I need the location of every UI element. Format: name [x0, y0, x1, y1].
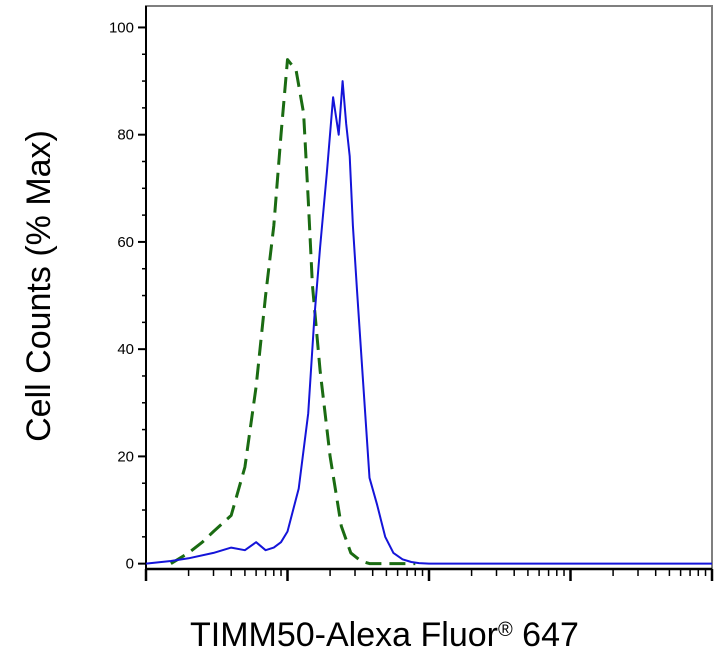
ticks-layer: 0 20 40 60 80 100 — [109, 19, 714, 581]
axes-layer — [145, 5, 713, 571]
y-tick-label: 20 — [117, 448, 134, 465]
series-line-dashed — [170, 58, 416, 566]
y-axis-label: Cell Counts (% Max) — [20, 130, 58, 442]
x-axis-label-main: TIMM50-Alexa Fluor — [190, 616, 498, 654]
y-tick-label: 100 — [109, 19, 134, 36]
x-axis-label-registered: ® — [498, 619, 513, 641]
y-tick-label: 0 — [126, 556, 134, 573]
x-axis-label: TIMM50-Alexa Fluor® 647 — [190, 616, 579, 654]
y-tick-label: 80 — [117, 127, 134, 144]
series-layer — [145, 58, 712, 566]
y-tick-label: 40 — [117, 341, 134, 358]
series-line-solid — [145, 80, 712, 565]
y-tick-label: 60 — [117, 234, 134, 251]
plot-frame — [145, 5, 713, 570]
x-axis-label-suffix: 647 — [513, 616, 579, 654]
